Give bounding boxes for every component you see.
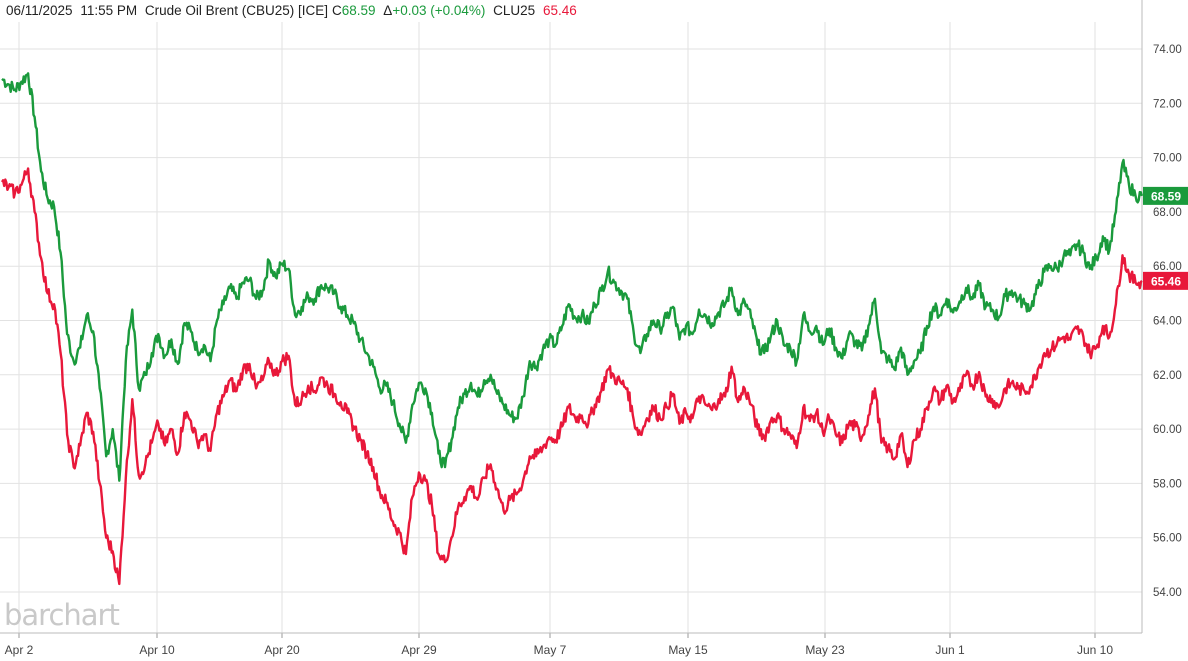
- last-value-tag: [1143, 271, 1188, 290]
- y-tick-label: 66.00: [1153, 261, 1182, 273]
- x-tick-label: May 15: [668, 643, 708, 657]
- series-line-clu25: [0, 167, 1143, 586]
- quote-header: 06/11/2025 11:55 PM Crude Oil Brent (CBU…: [6, 3, 581, 18]
- instrument-name: Crude Oil Brent (CBU25) [ICE]: [144, 3, 328, 18]
- x-tick-label: Apr 29: [401, 643, 437, 657]
- last-value-label: 65.46: [1151, 274, 1181, 288]
- x-tick-label: Apr 2: [5, 643, 34, 657]
- barchart-logo: barchart: [4, 598, 120, 632]
- close-prefix: C: [331, 3, 342, 18]
- quote-date: 06/11/2025: [6, 3, 73, 18]
- close-value: 68.59: [341, 3, 376, 18]
- last-value-tag: [1143, 186, 1188, 205]
- x-tick-label: May 7: [534, 643, 567, 657]
- x-tick-label: May 23: [805, 643, 845, 657]
- change-prefix: Δ: [383, 3, 393, 18]
- series-line-cbu25: [1, 72, 1144, 482]
- y-tick-label: 56.00: [1153, 533, 1182, 545]
- y-tick-label: 60.00: [1153, 424, 1182, 436]
- y-tick-label: 62.00: [1153, 370, 1182, 382]
- y-tick-label: 70.00: [1153, 153, 1182, 165]
- change-value: +0.03 (+0.04%): [392, 3, 486, 18]
- y-tick-label: 72.00: [1153, 98, 1182, 110]
- y-tick-label: 74.00: [1153, 44, 1182, 56]
- y-tick-label: 54.00: [1153, 587, 1182, 599]
- y-tick-label: 64.00: [1153, 316, 1182, 328]
- y-tick-label: 58.00: [1153, 478, 1182, 490]
- x-tick-label: Apr 10: [139, 643, 175, 657]
- compare-value: 65.46: [542, 3, 577, 18]
- compare-symbol: CLU25: [493, 3, 536, 18]
- quote-time: 11:55 PM: [80, 3, 138, 18]
- y-tick-label: 68.00: [1153, 207, 1182, 219]
- x-tick-label: Apr 20: [264, 643, 300, 657]
- x-tick-label: Jun 10: [1077, 643, 1113, 657]
- x-tick-label: Jun 1: [935, 643, 965, 657]
- last-value-label: 68.59: [1151, 189, 1181, 203]
